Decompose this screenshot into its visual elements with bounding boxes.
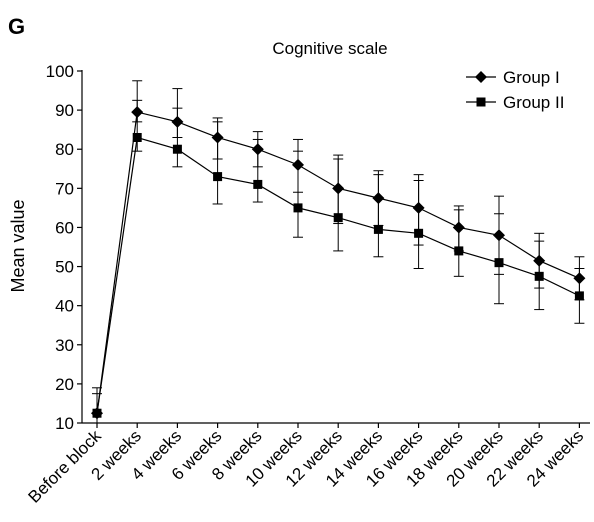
legend-item-group-2: Group II <box>466 93 564 112</box>
y-tick-label: 30 <box>55 336 74 355</box>
series-group-2 <box>92 99 585 424</box>
legend-marker-square <box>476 97 486 107</box>
legend-marker-diamond <box>475 71 487 83</box>
data-point-group-2 <box>373 224 383 234</box>
data-point-group-2 <box>132 132 142 142</box>
legend-label: Group II <box>503 93 564 112</box>
y-tick-label: 60 <box>55 218 74 237</box>
y-tick-label: 100 <box>46 62 74 81</box>
data-point-group-2 <box>92 408 102 418</box>
data-point-group-2 <box>172 144 182 154</box>
legend-label: Group I <box>503 68 560 87</box>
chart-title: Cognitive scale <box>272 39 387 58</box>
data-point-group-2 <box>293 203 303 213</box>
y-axis-ticks: 10 20 30 40 50 60 70 80 90 100 <box>46 62 82 433</box>
data-point-group-2 <box>414 228 424 238</box>
y-axis-label: Mean value <box>8 199 28 292</box>
legend-item-group-1: Group I <box>466 68 560 87</box>
y-tick-label: 90 <box>55 101 74 120</box>
y-tick-label: 20 <box>55 375 74 394</box>
data-point-group-2 <box>253 179 263 189</box>
data-point-group-2 <box>574 291 584 301</box>
data-point-group-2 <box>494 258 504 268</box>
legend: Group I Group II <box>466 68 564 112</box>
data-point-group-2 <box>534 271 544 281</box>
series-group-1 <box>91 80 586 424</box>
y-tick-label: 10 <box>55 414 74 433</box>
y-tick-label: 50 <box>55 258 74 277</box>
panel-label: G <box>8 14 25 39</box>
axes <box>81 70 590 424</box>
data-point-group-2 <box>454 246 464 256</box>
y-tick-label: 70 <box>55 179 74 198</box>
series-layer <box>91 80 586 424</box>
y-tick-label: 40 <box>55 297 74 316</box>
y-tick-label: 80 <box>55 140 74 159</box>
data-point-group-2 <box>213 172 223 182</box>
data-point-group-2 <box>333 213 343 223</box>
